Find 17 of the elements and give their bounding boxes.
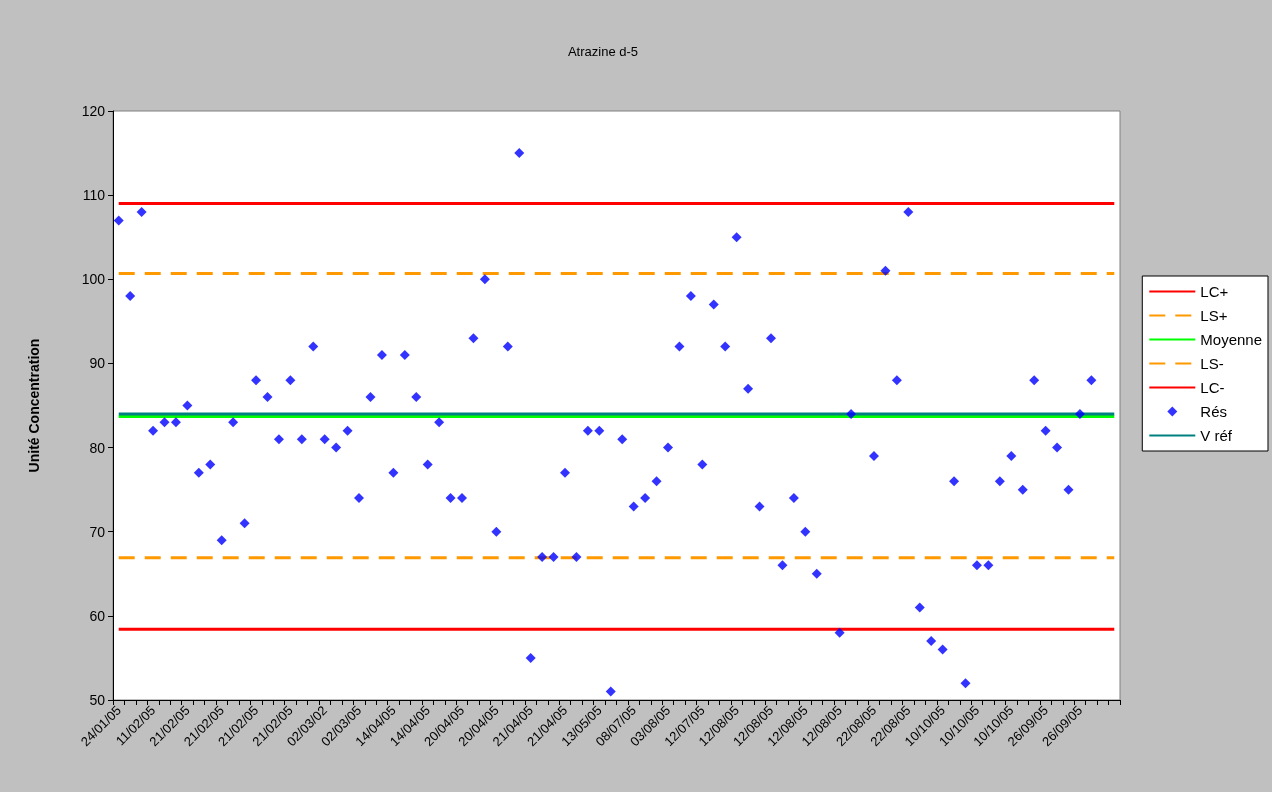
legend-label: LS- — [1200, 355, 1224, 372]
y-tick-label: 60 — [89, 607, 106, 624]
legend-label: V réf — [1200, 427, 1233, 444]
y-tick-label: 110 — [82, 187, 106, 204]
y-tick-label: 100 — [81, 271, 106, 288]
legend-label: LC+ — [1200, 283, 1229, 300]
legend-label: LC- — [1200, 379, 1225, 396]
y-tick-label: 80 — [89, 439, 106, 456]
legend-label: Rés — [1200, 403, 1227, 420]
legend-label: LS+ — [1200, 307, 1228, 324]
chart-title: Atrazine d-5 — [567, 44, 639, 59]
y-tick-label: 120 — [81, 103, 106, 119]
y-axis-title: Unité Concentration — [26, 338, 42, 473]
legend-label: Moyenne — [1200, 331, 1263, 348]
y-tick-label: 90 — [89, 355, 106, 372]
y-tick-label: 70 — [89, 523, 106, 540]
y-tick-label: 50 — [89, 692, 106, 708]
